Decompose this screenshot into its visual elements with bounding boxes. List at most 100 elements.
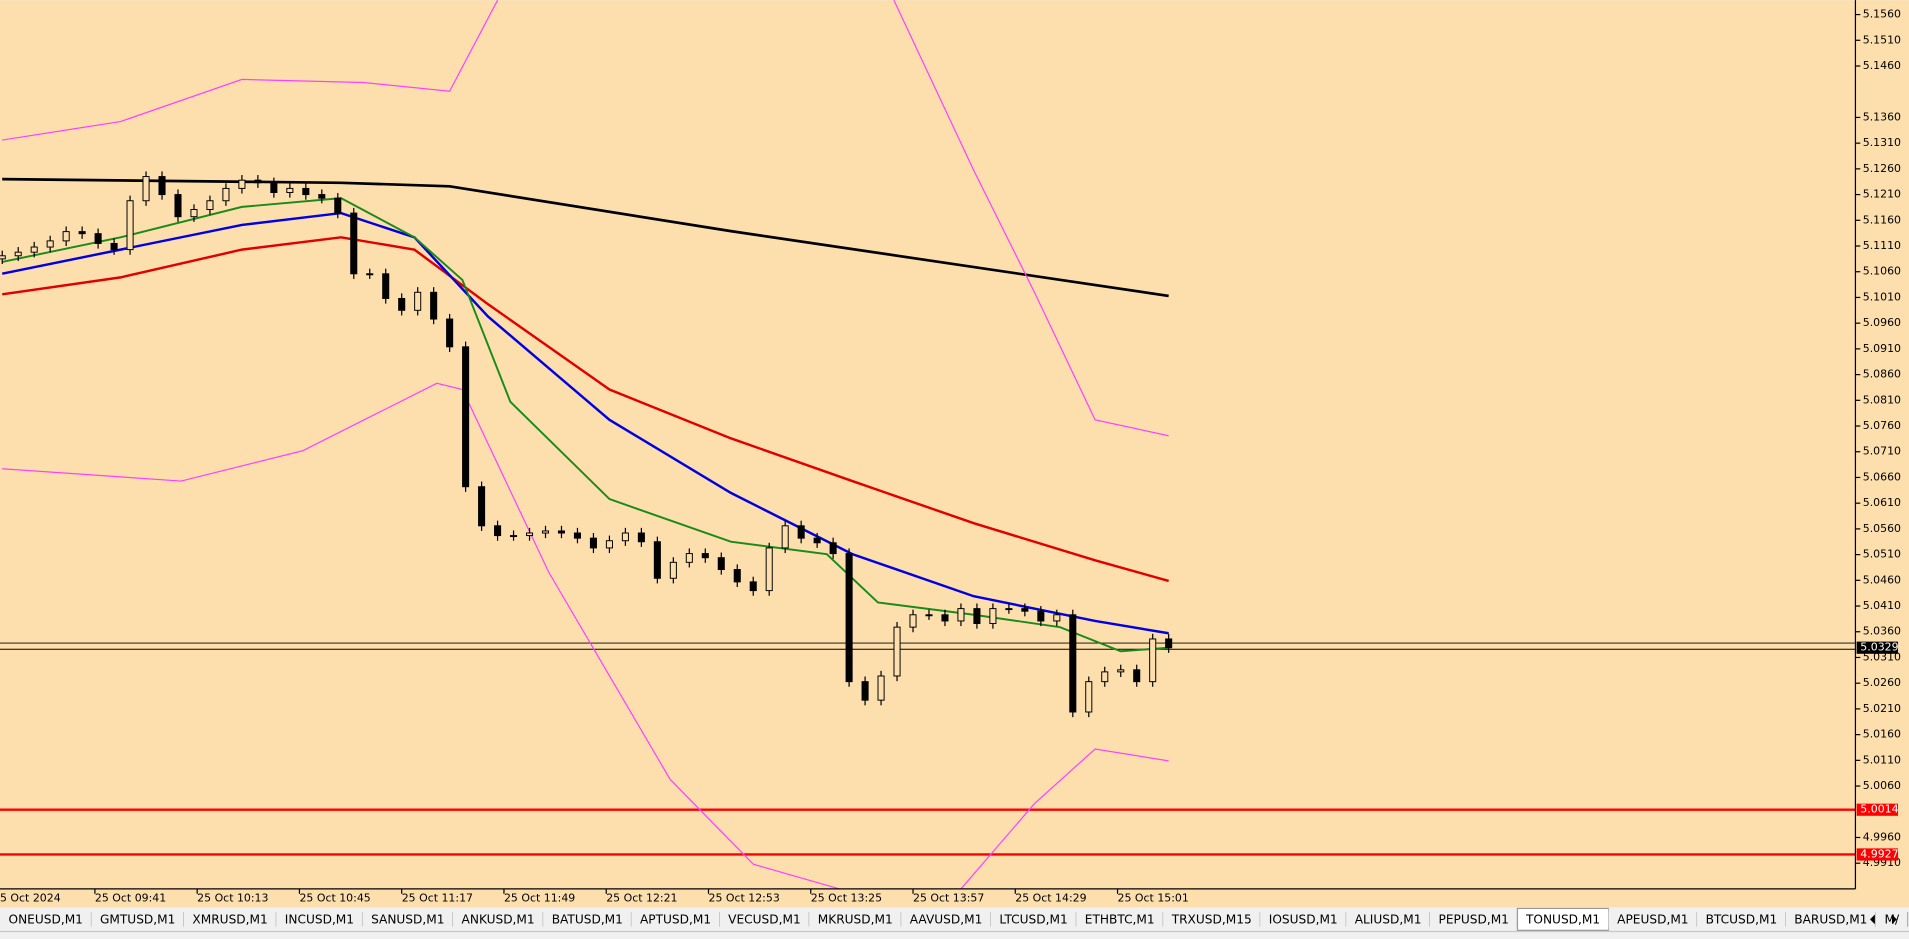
candle-body <box>685 553 693 563</box>
tab-label[interactable]: ANKUSD,M1 <box>462 912 535 926</box>
y-tick-label: 5.1260 <box>1863 162 1901 175</box>
scroll-left[interactable] <box>1870 914 1875 925</box>
candle-body <box>957 608 965 622</box>
tab-background[interactable] <box>1260 908 1347 931</box>
tab-label[interactable]: IOSUSD,M1 <box>1269 912 1338 926</box>
y-tick-label: 5.0460 <box>1863 573 1901 586</box>
tab-background[interactable] <box>543 908 632 931</box>
symbol-tab[interactable]: TRXUSD,M15 <box>1163 908 1261 931</box>
tab-background[interactable] <box>1076 908 1164 931</box>
symbol-tab[interactable]: BARUSD,M1 <box>1785 908 1877 931</box>
tab-background[interactable] <box>809 908 902 931</box>
candle-body <box>765 547 773 592</box>
tab-background[interactable] <box>1163 908 1261 931</box>
symbol-tab[interactable]: BTCUSD,M1 <box>1697 908 1787 931</box>
candle-body <box>541 530 550 534</box>
symbol-tab[interactable]: VECUSD,M1 <box>719 908 810 931</box>
symbol-tab[interactable]: ALIUSD,M1 <box>1346 908 1431 931</box>
candle-body <box>797 525 805 539</box>
symbol-tab[interactable]: GMTUSD,M1 <box>91 908 185 931</box>
candle-body <box>1005 608 1013 611</box>
symbol-tab[interactable]: ETHBTC,M1 <box>1076 908 1164 931</box>
y-tick-label: 5.1060 <box>1863 265 1901 278</box>
tab-label[interactable]: VECUSD,M1 <box>728 912 801 926</box>
symbol-tab[interactable]: APTUSD,M1 <box>631 908 721 931</box>
tab-background[interactable] <box>183 908 277 931</box>
candle-body <box>302 187 310 196</box>
y-tick-label: 5.1010 <box>1863 290 1901 303</box>
tab-background[interactable] <box>362 908 454 931</box>
y-tick-label: 5.1510 <box>1863 33 1901 46</box>
tab-label[interactable]: ALIUSD,M1 <box>1355 912 1422 926</box>
candle-body <box>1069 614 1077 713</box>
symbol-tab[interactable]: ANKUSD,M1 <box>453 908 544 931</box>
tab-label[interactable]: ETHBTC,M1 <box>1085 912 1155 926</box>
candle-body <box>605 540 613 549</box>
candle-body <box>877 675 885 701</box>
candle-body <box>0 255 6 260</box>
candle-body <box>158 176 166 196</box>
tab-background[interactable] <box>901 908 991 931</box>
tab-background[interactable] <box>1429 908 1518 931</box>
tab-background[interactable] <box>1346 908 1430 931</box>
scroll-arrows[interactable] <box>1870 914 1897 925</box>
tab-label[interactable]: LTCUSD,M1 <box>999 912 1067 926</box>
tab-label[interactable]: TONUSD,M1 <box>1525 912 1600 926</box>
indicator-line <box>2 177 1169 298</box>
tab-label[interactable]: TRXUSD,M15 <box>1171 912 1252 926</box>
symbol-tab[interactable]: SANUSD,M1 <box>362 908 454 931</box>
symbol-tab[interactable]: MKRUSD,M1 <box>809 908 902 931</box>
y-tick-label: 5.0960 <box>1863 316 1901 329</box>
candle-body <box>350 212 358 275</box>
candle-body <box>1133 669 1141 683</box>
tab-label[interactable]: APEUSD,M1 <box>1617 912 1688 926</box>
symbol-tab[interactable]: IOSUSD,M1 <box>1260 908 1347 931</box>
symbol-tab[interactable]: INCUSD,M1 <box>276 908 364 931</box>
tab-label[interactable]: APTUSD,M1 <box>640 912 711 926</box>
tab-background[interactable] <box>1785 908 1876 931</box>
tab-label[interactable]: BATUSD,M1 <box>552 912 623 926</box>
candle-body <box>749 581 757 592</box>
tab-label[interactable]: INCUSD,M1 <box>285 912 354 926</box>
candle-body <box>845 553 853 683</box>
tab-label[interactable]: XMRUSD,M1 <box>192 912 267 926</box>
symbol-tab[interactable]: TONUSD,M1 <box>1516 907 1610 931</box>
candle-body <box>334 197 342 214</box>
level-label: 5.0014 <box>1860 803 1898 816</box>
tab-background[interactable] <box>91 908 184 931</box>
tab-background[interactable] <box>276 908 363 931</box>
tab-background[interactable] <box>1697 908 1786 931</box>
symbol-tab[interactable]: LTCUSD,M1 <box>990 908 1077 931</box>
symbol-tab[interactable]: APEUSD,M1 <box>1608 908 1698 931</box>
candle-body <box>142 176 150 202</box>
tab-background[interactable] <box>1608 908 1698 931</box>
symbol-tab[interactable]: ONEUSD,M1 <box>0 908 93 931</box>
tab-label[interactable]: SANUSD,M1 <box>371 912 444 926</box>
scroll-right[interactable] <box>1891 914 1897 925</box>
symbol-tab[interactable]: M/ <box>1875 908 1909 931</box>
tab-background[interactable] <box>631 908 720 931</box>
symbol-tab[interactable]: XMRUSD,M1 <box>183 908 277 931</box>
tab-background[interactable] <box>719 908 810 931</box>
tab-label[interactable]: PEPUSD,M1 <box>1439 912 1509 926</box>
tab-label[interactable]: BTCUSD,M1 <box>1706 912 1778 926</box>
symbol-tab[interactable]: PEPUSD,M1 <box>1429 908 1519 931</box>
y-tick-label: 5.1360 <box>1863 110 1901 123</box>
symbol-tab[interactable]: BATUSD,M1 <box>543 908 633 931</box>
tab-background[interactable] <box>990 908 1077 931</box>
tab-label[interactable]: GMTUSD,M1 <box>100 912 175 926</box>
tab-background[interactable] <box>453 908 544 931</box>
candle-body <box>462 346 470 488</box>
y-tick-label: 5.1160 <box>1863 213 1901 226</box>
tab-label[interactable]: BARUSD,M1 <box>1794 912 1867 926</box>
candle-body <box>557 530 566 534</box>
candle-body <box>254 179 262 184</box>
y-tick-label: 5.0060 <box>1863 779 1901 792</box>
candle-body <box>1117 669 1125 673</box>
tab-label[interactable]: MKRUSD,M1 <box>818 912 893 926</box>
tab-background[interactable] <box>1875 908 1908 931</box>
tab-background[interactable] <box>0 908 92 931</box>
symbol-tab[interactable]: AAVUSD,M1 <box>901 908 992 931</box>
tab-label[interactable]: AAVUSD,M1 <box>910 912 983 926</box>
tab-label[interactable]: ONEUSD,M1 <box>9 912 83 926</box>
